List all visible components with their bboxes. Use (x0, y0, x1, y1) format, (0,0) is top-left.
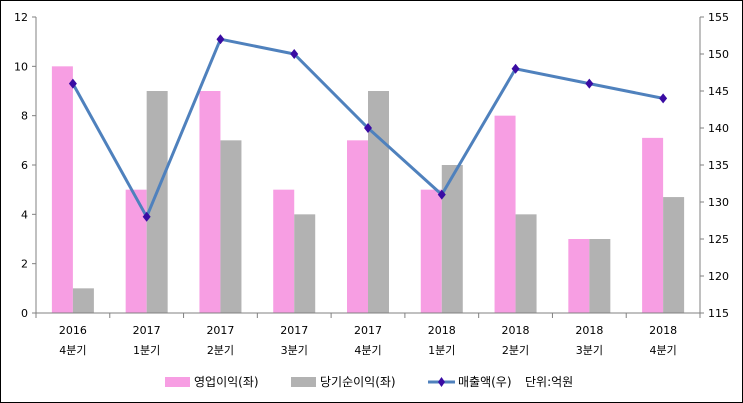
right-tick-label: 145 (708, 85, 729, 98)
left-tick-label: 6 (21, 159, 28, 172)
bar-operating-profit (125, 189, 147, 313)
left-tick-label: 4 (21, 208, 28, 221)
bar-operating-profit (199, 91, 221, 313)
x-category-quarter: 4분기 (354, 344, 381, 357)
legend-label-net-income: 당기순이익(좌) (320, 375, 396, 389)
bar-net-income (294, 214, 316, 313)
revenue-marker (216, 34, 225, 45)
right-tick-label: 120 (708, 270, 729, 283)
right-tick-label: 130 (708, 196, 729, 209)
x-category-quarter: 3분기 (576, 344, 603, 357)
bar-operating-profit (273, 189, 295, 313)
unit-note: 단위:억원 (525, 375, 573, 389)
left-tick-label: 12 (14, 11, 28, 24)
left-tick-label: 2 (21, 258, 28, 271)
legend-label-revenue: 매출액(우) (458, 375, 512, 389)
left-tick-label: 8 (21, 110, 28, 123)
revenue-marker (585, 78, 594, 89)
x-category-year: 2018 (502, 324, 530, 337)
bar-net-income (441, 165, 463, 313)
x-category-quarter: 1분기 (428, 344, 455, 357)
left-tick-label: 10 (14, 60, 28, 73)
x-category-year: 2017 (280, 324, 308, 337)
revenue-marker (142, 211, 151, 222)
x-category-year: 2018 (575, 324, 603, 337)
revenue-marker (659, 93, 668, 104)
x-category-year: 2017 (206, 324, 234, 337)
x-category-year: 2017 (133, 324, 161, 337)
bar-net-income (146, 91, 168, 313)
x-category-year: 2018 (649, 324, 677, 337)
bar-net-income (72, 288, 94, 313)
x-category-year: 2017 (354, 324, 382, 337)
right-tick-label: 155 (708, 11, 729, 24)
right-tick-label: 125 (708, 233, 729, 246)
right-tick-label: 140 (708, 122, 729, 135)
bar-operating-profit (51, 66, 73, 313)
bar-net-income (220, 140, 242, 313)
bar-operating-profit (494, 115, 516, 314)
x-category-quarter: 1분기 (133, 344, 160, 357)
revenue-marker (290, 49, 299, 59)
bar-net-income (515, 214, 537, 313)
left-tick-label: 0 (21, 307, 28, 320)
legend-swatch-net-income (291, 377, 316, 387)
legend-label-operating-profit: 영업이익(좌) (194, 375, 259, 389)
bar-operating-profit (568, 239, 590, 313)
right-tick-label: 150 (708, 48, 729, 61)
right-tick-label: 135 (708, 159, 729, 172)
bar-net-income (589, 239, 611, 313)
legend-swatch-operating-profit (165, 377, 190, 387)
bar-net-income (368, 91, 389, 313)
x-category-year: 2016 (59, 324, 87, 337)
x-category-quarter: 3분기 (281, 344, 308, 357)
revenue-marker (68, 78, 77, 89)
x-category-quarter: 4분기 (649, 344, 676, 357)
right-tick-label: 115 (708, 307, 729, 320)
bar-net-income (663, 197, 685, 313)
x-category-quarter: 2분기 (502, 344, 529, 357)
revenue-marker (364, 123, 372, 133)
revenue-marker (511, 63, 520, 74)
bar-operating-profit (642, 137, 664, 313)
x-category-year: 2018 (428, 324, 456, 337)
bar-operating-profit (420, 189, 442, 313)
bar-operating-profit (347, 140, 368, 313)
x-category-quarter: 2분기 (207, 344, 234, 357)
legend: 영업이익(좌) 당기순이익(좌) 매출액(우) 단위:억원 (165, 375, 573, 389)
revenue-marker (437, 189, 446, 200)
x-category-quarter: 4분기 (59, 344, 86, 357)
legend-marker-revenue (438, 377, 445, 387)
